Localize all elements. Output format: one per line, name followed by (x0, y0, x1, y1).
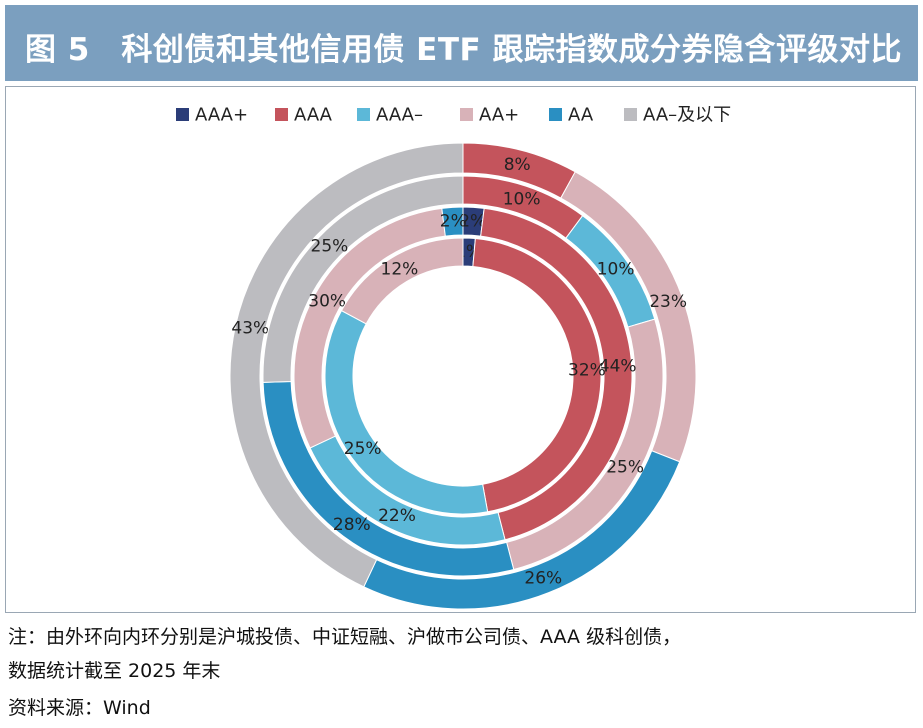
ring-3-label-1: 2% (459, 211, 486, 231)
figure-note-line1: 注：由外环向内环分别是沪城投债、中证短融、沪做市公司债、AAA 级科创债， (8, 626, 682, 648)
legend-label-1: AAA+ (195, 105, 248, 126)
figure-title: 图 5 科创债和其他信用债 ETF 跟踪指数成分券隐含评级对比 (25, 32, 902, 68)
ring-2-segment-6 (262, 175, 464, 383)
ring-3-label-5: 2% (440, 211, 467, 231)
ring-4-segment-4 (340, 237, 464, 325)
figure-title-bar: 图 5 科创债和其他信用债 ETF 跟踪指数成分券隐含评级对比 (5, 5, 918, 81)
ring-4-label-3: 25% (344, 439, 382, 459)
ring-2-label-4: 25% (606, 457, 644, 477)
legend-label-5: AA (568, 105, 594, 126)
legend-swatch-4 (460, 108, 473, 121)
ring-1-label-4: 23% (649, 292, 687, 312)
ring-1-label-6: 43% (231, 318, 269, 338)
ring-3-label-2: 44% (599, 356, 637, 376)
ring-2-label-6: 25% (311, 237, 349, 257)
legend-swatch-1 (176, 108, 189, 121)
ring-3-segment-5 (441, 206, 464, 237)
legend-swatch-3 (357, 108, 370, 121)
legend-label-2: AAA (294, 105, 333, 126)
figure-note-line2: 数据统计截至 2025 年末 (8, 660, 221, 682)
ring-3-label-3: 22% (378, 506, 416, 526)
legend-label-6: AA–及以下 (643, 105, 731, 126)
chart-frame (5, 86, 916, 613)
ring-1-label-2: 8% (504, 155, 531, 175)
ring-1-label-5: 26% (524, 569, 562, 589)
legend-swatch-6 (624, 108, 637, 121)
donut-chart: 8% 23% 26% 43% 10% 10% 25% 28% 25% 2% 44% 22% 30% 2% 1… (176, 105, 731, 610)
ring-2-label-3: 10% (597, 260, 635, 280)
ring-4-label-2: 32% (568, 360, 606, 380)
ring-2-label-2: 10% (503, 190, 541, 210)
legend-label-3: AAA– (376, 105, 423, 126)
legend-swatch-5 (549, 108, 562, 121)
ring-3-label-4: 30% (308, 291, 346, 311)
legend-swatch-2 (275, 108, 288, 121)
ring-1-segment-6 (229, 142, 464, 588)
figure-source: 资料来源：Wind (8, 697, 151, 719)
ring-4-label-4: 12% (381, 260, 419, 280)
legend-label-4: AA+ (479, 105, 519, 126)
ring-2-label-5: 28% (333, 515, 371, 535)
